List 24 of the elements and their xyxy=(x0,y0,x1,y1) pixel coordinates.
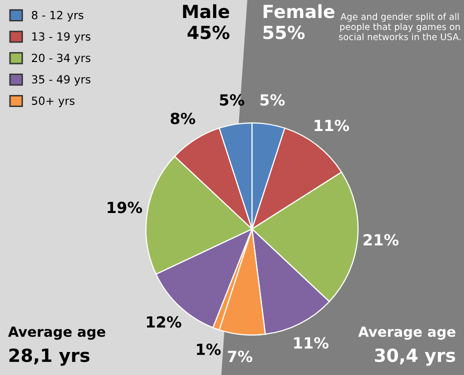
text: Average age xyxy=(358,326,456,340)
text: 30,4 yrs xyxy=(374,348,456,366)
data-label: 5% xyxy=(260,94,285,106)
text: 28,1 yrs xyxy=(9,348,90,366)
legend-label: 8 - 12 yrs xyxy=(32,10,84,22)
legend-label: 35 - 49 yrs xyxy=(32,75,90,86)
text: 45% xyxy=(188,26,230,40)
data-label: 1% xyxy=(196,344,221,356)
data-label: 12% xyxy=(146,316,182,328)
text: Average age xyxy=(8,326,106,340)
data-label: 7% xyxy=(228,350,252,362)
text: 55% xyxy=(263,26,305,40)
text: Male xyxy=(183,4,230,18)
legend-label: 13 - 19 yrs xyxy=(32,32,90,43)
data-label: 11% xyxy=(294,337,329,349)
legend-label: 50+ yrs xyxy=(32,96,74,108)
data-label: 8% xyxy=(170,112,196,124)
data-label: 5% xyxy=(220,94,244,106)
data-label: 21% xyxy=(364,234,399,246)
text: Female xyxy=(264,4,334,18)
data-label: 11% xyxy=(314,120,350,132)
text: Age and gender split of all people that play games on social networks in the USA. xyxy=(338,13,461,40)
data-label: 19% xyxy=(108,202,142,214)
legend-label: 20 - 34 yrs xyxy=(32,54,90,64)
